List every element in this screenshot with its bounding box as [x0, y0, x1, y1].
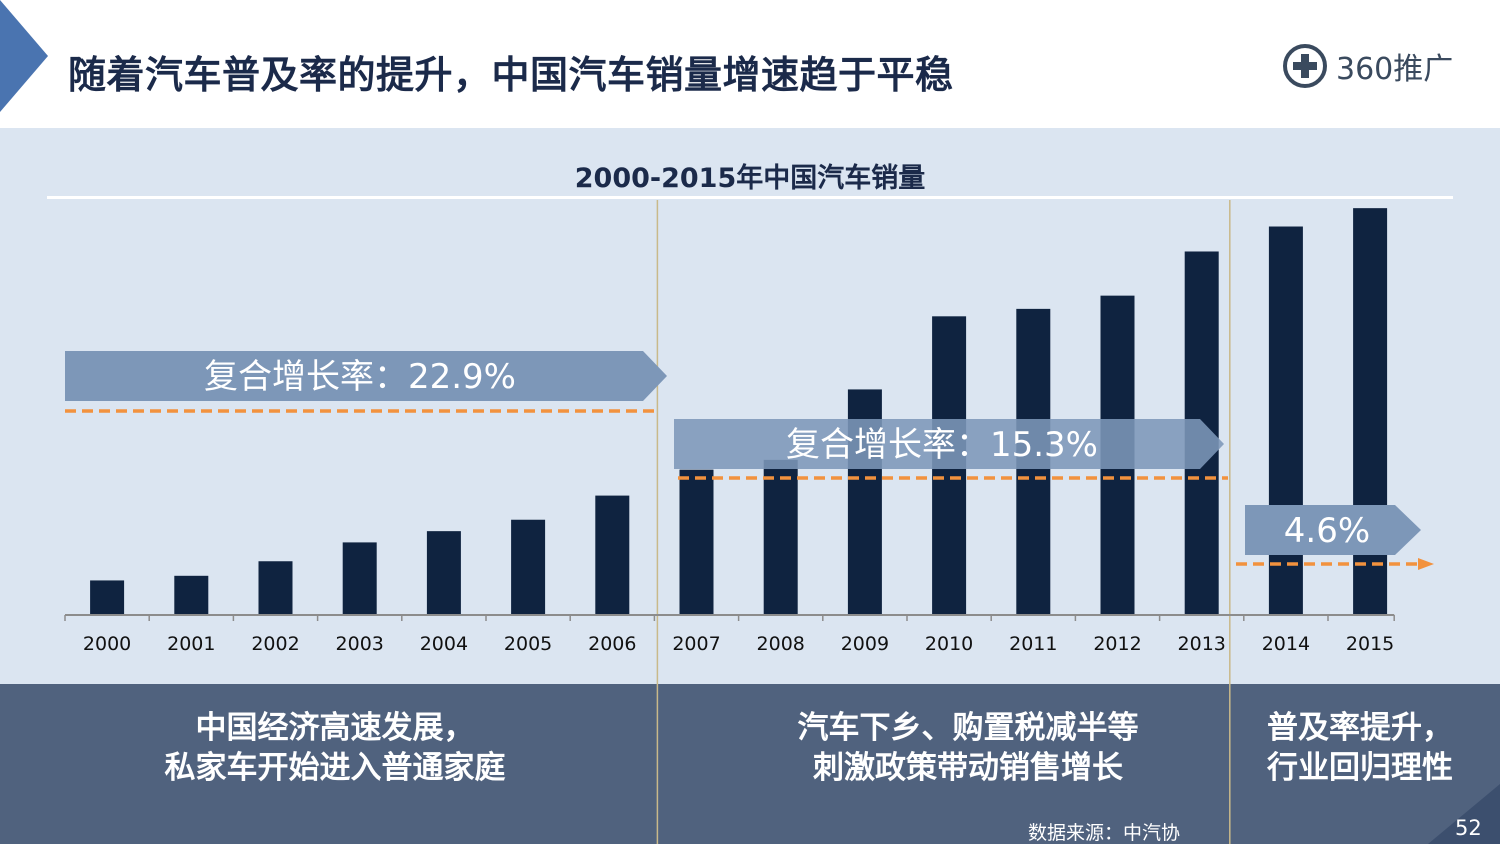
era-2-line-1: 汽车下乡、购置税减半等: [797, 710, 1139, 746]
title-divider: [47, 196, 1453, 199]
data-source: 数据来源：中汽协: [1028, 822, 1181, 844]
tick-label-2001: 2001: [167, 633, 215, 655]
trend-arrowhead: [1418, 558, 1434, 570]
bar-2001: [174, 575, 209, 615]
tick-label-2006: 2006: [588, 633, 636, 655]
tick-label-2004: 2004: [420, 633, 468, 655]
header: 随着汽车普及率的提升，中国汽车销量增速趋于平稳 360推广: [0, 0, 1500, 128]
era-3-text: 普及率提升， 行业回归理性: [1240, 708, 1480, 788]
bar-2004: [426, 531, 461, 615]
tick-label-2007: 2007: [672, 633, 720, 655]
era-2-text: 汽车下乡、购置税减半等 刺激政策带动销售增长: [700, 708, 1236, 788]
tick-label-2005: 2005: [504, 633, 552, 655]
era-3-line-2: 行业回归理性: [1267, 750, 1453, 786]
bar-2008: [763, 459, 798, 615]
growth-callout-label-3: 4.6%: [1284, 511, 1370, 551]
bar-2014: [1268, 226, 1303, 615]
bar-2003: [342, 542, 377, 615]
tick-label-2012: 2012: [1093, 633, 1141, 655]
tick-label-2002: 2002: [251, 633, 299, 655]
tick-label-2010: 2010: [925, 633, 973, 655]
page-corner-decoration: [1428, 784, 1500, 844]
tick-label-2009: 2009: [841, 633, 889, 655]
tick-label-2011: 2011: [1009, 633, 1057, 655]
plus-circle-icon: [1283, 44, 1327, 88]
growth-callout-label-2: 复合增长率：15.3%: [786, 425, 1098, 465]
chart-panel: [0, 128, 1500, 684]
era-3-line-1: 普及率提升，: [1267, 710, 1453, 746]
chart-title: 2000-2015年中国汽车销量: [574, 163, 926, 194]
growth-callout-3: [1245, 505, 1421, 555]
tick-label-2008: 2008: [757, 633, 805, 655]
era-1-line-1: 中国经济高速发展，: [195, 710, 475, 746]
era-2-line-2: 刺激政策带动销售增长: [813, 750, 1123, 786]
brand-logo: 360推广: [1282, 42, 1453, 90]
bar-2002: [258, 561, 293, 615]
bar-2005: [511, 519, 546, 615]
tick-label-2003: 2003: [336, 633, 384, 655]
growth-callout-label-1: 复合增长率：22.9%: [204, 357, 516, 397]
slide-title: 随着汽车普及率的提升，中国汽车销量增速趋于平稳: [68, 53, 954, 97]
tick-label-2013: 2013: [1178, 633, 1226, 655]
bar-2006: [595, 495, 630, 615]
bar-2000: [90, 580, 125, 615]
era-summary-band: [0, 684, 1500, 844]
tick-label-2014: 2014: [1262, 633, 1310, 655]
tick-label-2015: 2015: [1346, 633, 1394, 655]
growth-callout-1: [65, 351, 667, 401]
page-number: 52: [1455, 816, 1482, 840]
tick-label-2000: 2000: [83, 633, 131, 655]
era-1-line-2: 私家车开始进入普通家庭: [164, 750, 506, 786]
logo-text: 360推广: [1336, 52, 1454, 87]
era-1-text: 中国经济高速发展， 私家车开始进入普通家庭: [40, 708, 630, 788]
header-accent-arrow: [0, 0, 48, 112]
growth-callout-2: [674, 419, 1224, 469]
bar-2007: [679, 469, 714, 615]
